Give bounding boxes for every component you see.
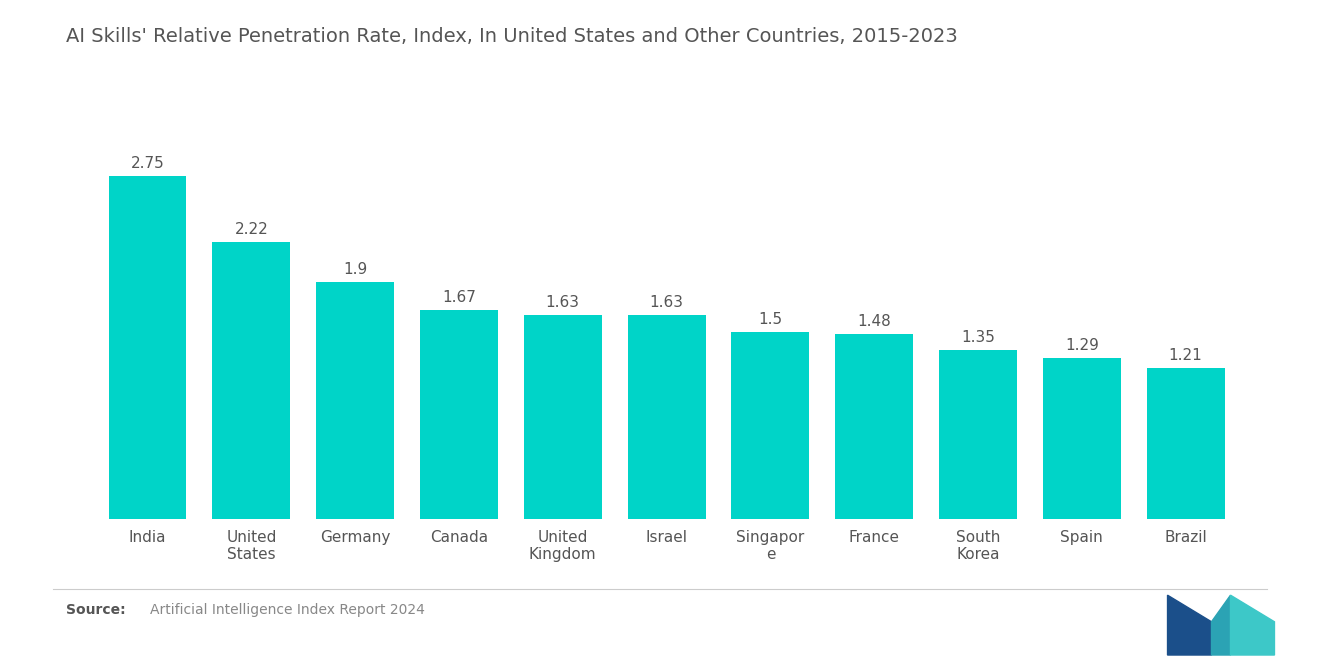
Text: 1.67: 1.67	[442, 291, 477, 305]
Text: Artificial Intelligence Index Report 2024: Artificial Intelligence Index Report 202…	[150, 603, 425, 617]
Text: 1.48: 1.48	[858, 314, 891, 329]
Text: 1.29: 1.29	[1065, 338, 1098, 353]
Polygon shape	[1212, 595, 1230, 655]
Bar	[420, 311, 498, 519]
Text: 1.63: 1.63	[649, 295, 684, 311]
Text: 1.63: 1.63	[545, 295, 579, 311]
Bar	[1147, 368, 1225, 519]
Bar	[108, 176, 186, 519]
Text: 1.5: 1.5	[759, 312, 783, 327]
Bar	[628, 315, 705, 519]
Bar	[317, 282, 395, 519]
Text: 1.21: 1.21	[1168, 348, 1203, 363]
Text: 1.35: 1.35	[961, 331, 995, 345]
Polygon shape	[1167, 595, 1212, 655]
Bar	[524, 315, 602, 519]
Bar	[939, 350, 1016, 519]
Text: 1.9: 1.9	[343, 262, 367, 277]
Text: 2.75: 2.75	[131, 156, 165, 171]
Bar	[213, 242, 290, 519]
Text: Source:: Source:	[66, 603, 125, 617]
Text: AI Skills' Relative Penetration Rate, Index, In United States and Other Countrie: AI Skills' Relative Penetration Rate, In…	[66, 27, 958, 46]
Bar	[1043, 358, 1121, 519]
Bar	[836, 334, 913, 519]
Text: 2.22: 2.22	[235, 222, 268, 237]
Polygon shape	[1230, 595, 1274, 655]
Bar	[731, 332, 809, 519]
